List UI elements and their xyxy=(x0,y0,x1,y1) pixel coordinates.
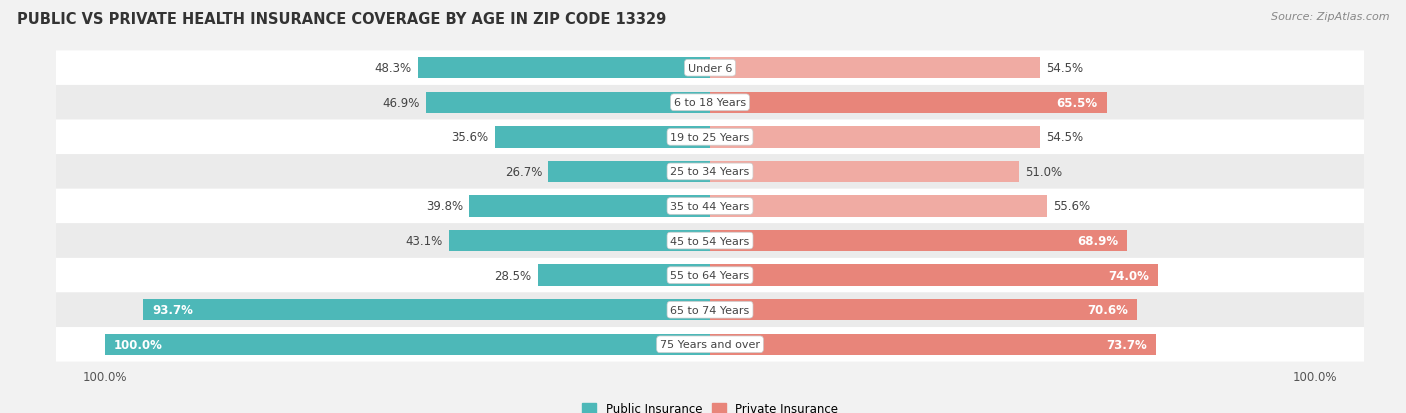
Text: 26.7%: 26.7% xyxy=(505,166,543,178)
Bar xyxy=(104,334,710,355)
Bar xyxy=(710,161,1019,183)
Text: 45 to 54 Years: 45 to 54 Years xyxy=(671,236,749,246)
FancyBboxPatch shape xyxy=(44,120,1376,155)
Text: 100.0%: 100.0% xyxy=(114,338,163,351)
FancyBboxPatch shape xyxy=(44,327,1376,362)
Text: 6 to 18 Years: 6 to 18 Years xyxy=(673,98,747,108)
Bar xyxy=(426,93,710,114)
FancyBboxPatch shape xyxy=(44,86,1376,120)
Bar xyxy=(710,93,1107,114)
Bar xyxy=(710,196,1046,217)
Text: PUBLIC VS PRIVATE HEALTH INSURANCE COVERAGE BY AGE IN ZIP CODE 13329: PUBLIC VS PRIVATE HEALTH INSURANCE COVER… xyxy=(17,12,666,27)
Text: 75 Years and over: 75 Years and over xyxy=(659,339,761,349)
Bar xyxy=(710,299,1137,320)
Bar xyxy=(710,265,1159,286)
Text: 65.5%: 65.5% xyxy=(1056,97,1098,109)
Text: Under 6: Under 6 xyxy=(688,64,733,74)
Text: 43.1%: 43.1% xyxy=(406,235,443,247)
Text: 68.9%: 68.9% xyxy=(1077,235,1118,247)
FancyBboxPatch shape xyxy=(44,189,1376,224)
Bar xyxy=(710,127,1040,148)
Bar xyxy=(710,230,1128,252)
Bar xyxy=(449,230,710,252)
Text: 65 to 74 Years: 65 to 74 Years xyxy=(671,305,749,315)
Bar xyxy=(537,265,710,286)
Text: 35.6%: 35.6% xyxy=(451,131,488,144)
Text: 39.8%: 39.8% xyxy=(426,200,463,213)
Bar xyxy=(710,334,1156,355)
Bar xyxy=(710,58,1040,79)
Text: 55.6%: 55.6% xyxy=(1053,200,1090,213)
Text: 28.5%: 28.5% xyxy=(495,269,531,282)
FancyBboxPatch shape xyxy=(44,51,1376,86)
Text: 25 to 34 Years: 25 to 34 Years xyxy=(671,167,749,177)
Text: 54.5%: 54.5% xyxy=(1046,62,1083,75)
Bar xyxy=(495,127,710,148)
FancyBboxPatch shape xyxy=(44,224,1376,258)
Text: 55 to 64 Years: 55 to 64 Years xyxy=(671,271,749,280)
Text: 46.9%: 46.9% xyxy=(382,97,420,109)
Text: Source: ZipAtlas.com: Source: ZipAtlas.com xyxy=(1271,12,1389,22)
Text: 54.5%: 54.5% xyxy=(1046,131,1083,144)
FancyBboxPatch shape xyxy=(44,155,1376,189)
Text: 19 to 25 Years: 19 to 25 Years xyxy=(671,133,749,142)
Bar xyxy=(470,196,710,217)
Text: 73.7%: 73.7% xyxy=(1107,338,1147,351)
Text: 35 to 44 Years: 35 to 44 Years xyxy=(671,202,749,211)
Text: 48.3%: 48.3% xyxy=(374,62,412,75)
Text: 74.0%: 74.0% xyxy=(1108,269,1149,282)
Bar xyxy=(143,299,710,320)
FancyBboxPatch shape xyxy=(44,258,1376,293)
Bar xyxy=(548,161,710,183)
Text: 51.0%: 51.0% xyxy=(1025,166,1062,178)
Bar xyxy=(418,58,710,79)
Text: 93.7%: 93.7% xyxy=(152,304,193,316)
Text: 70.6%: 70.6% xyxy=(1087,304,1129,316)
FancyBboxPatch shape xyxy=(44,293,1376,327)
Legend: Public Insurance, Private Insurance: Public Insurance, Private Insurance xyxy=(578,398,842,413)
